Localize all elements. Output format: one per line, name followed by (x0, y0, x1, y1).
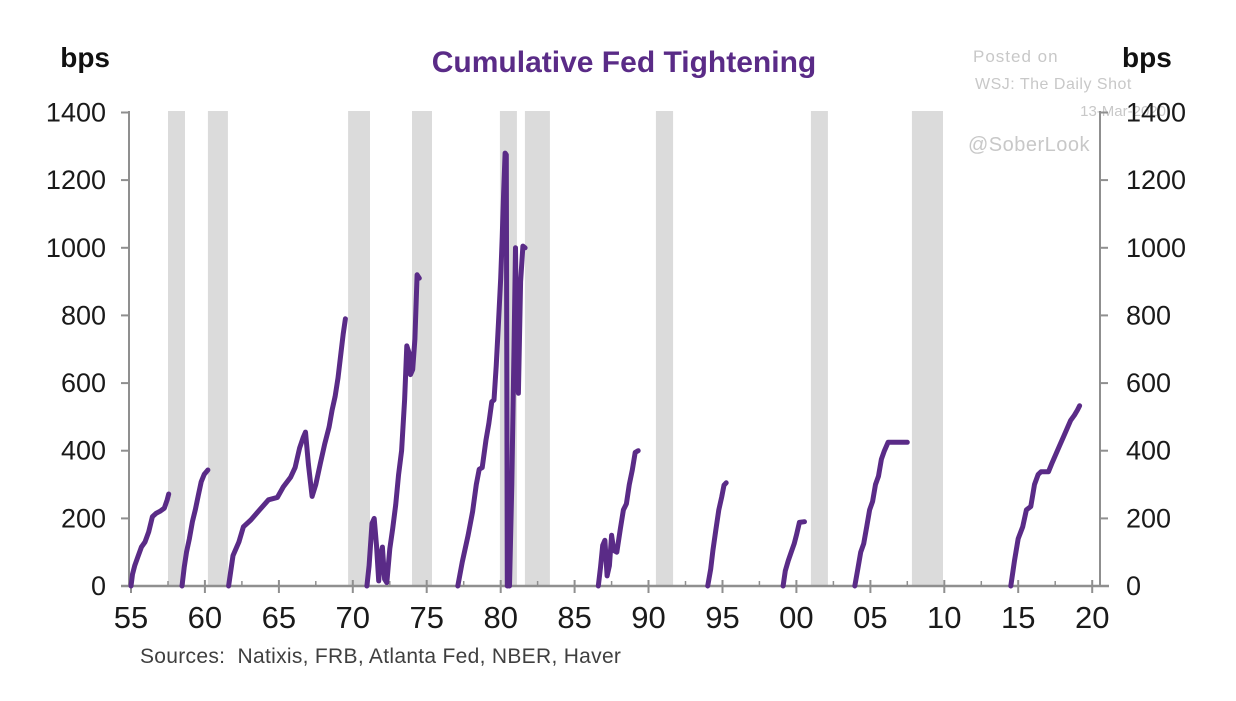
x-tick-label: 05 (853, 600, 887, 635)
x-tick-label: 95 (705, 600, 739, 635)
axes (121, 111, 1109, 588)
series-line (1008, 403, 1083, 589)
x-tick-label: 10 (927, 600, 961, 635)
y-tick-label: 0 (91, 571, 106, 601)
right-axis-unit: bps (1122, 42, 1172, 73)
recession-band (810, 111, 828, 586)
series-line (179, 467, 211, 589)
sources-note: Sources: Natixis, FRB, Atlanta Fed, NBER… (140, 645, 621, 668)
x-tick-label: 60 (188, 600, 222, 635)
recession-band (348, 111, 370, 586)
y-tick-label: 600 (1126, 368, 1171, 398)
y-tick-label: 1000 (46, 233, 106, 263)
watermark-soberlook: @SoberLook (968, 134, 1091, 156)
series-line (455, 150, 510, 589)
x-tick-label: 55 (114, 600, 148, 635)
watermark: Posted on WSJ: The Daily Shot 13-Mar-202… (968, 47, 1166, 156)
y-tick-label: 400 (1126, 436, 1171, 466)
y-tick-label: 0 (1126, 571, 1141, 601)
chart-title: Cumulative Fed Tightening (432, 46, 816, 79)
bottom-axis-ticks: 55 60 65 70 75 80 85 90 95 00 05 10 15 20 (114, 580, 1109, 635)
y-tick-label: 200 (61, 503, 106, 533)
x-tick-label: 70 (336, 600, 370, 635)
x-tick-label: 15 (1001, 600, 1035, 635)
recession-band (524, 111, 550, 586)
series-line (595, 448, 641, 589)
right-axis-ticks: 0 200 400 600 800 1000 1200 1400 (1100, 98, 1186, 601)
recession-band (207, 111, 228, 586)
watermark-wsj-daily-shot: WSJ: The Daily Shot (975, 76, 1132, 93)
recession-band (911, 111, 943, 586)
y-tick-label: 800 (1126, 300, 1171, 330)
x-tick-label: 00 (779, 600, 813, 635)
x-tick-label: 80 (483, 600, 517, 635)
y-tick-label: 1400 (46, 98, 106, 128)
y-tick-label: 1400 (1126, 98, 1186, 128)
series-line (780, 519, 807, 589)
series-line (507, 243, 528, 589)
series-line (705, 480, 729, 589)
x-tick-label: 75 (409, 600, 443, 635)
watermark-posted-on: Posted on (973, 47, 1059, 66)
y-tick-label: 1200 (1126, 165, 1186, 195)
left-axis-unit: bps (60, 42, 110, 73)
y-tick-label: 200 (1126, 503, 1171, 533)
series-line (128, 491, 172, 589)
x-tick-label: 90 (631, 600, 665, 635)
recession-band (168, 111, 185, 586)
y-tick-label: 1000 (1126, 233, 1186, 263)
y-tick-label: 400 (61, 436, 106, 466)
recession-band (655, 111, 674, 586)
x-tick-label: 65 (262, 600, 296, 635)
y-tick-label: 600 (61, 368, 106, 398)
tightening-line-series (128, 150, 1083, 589)
series-line (226, 316, 348, 589)
recession-band (412, 111, 432, 586)
watermark-date: 13-Mar-2020 (1080, 103, 1166, 120)
recession-bands (168, 111, 943, 586)
series-line (852, 439, 910, 589)
y-tick-label: 800 (61, 300, 106, 330)
x-tick-label: 20 (1075, 600, 1109, 635)
series-line (364, 272, 422, 589)
x-tick-label: 85 (557, 600, 591, 635)
y-tick-label: 1200 (46, 165, 106, 195)
left-axis-ticks: 0 200 400 600 800 1000 1200 1400 (46, 98, 129, 601)
